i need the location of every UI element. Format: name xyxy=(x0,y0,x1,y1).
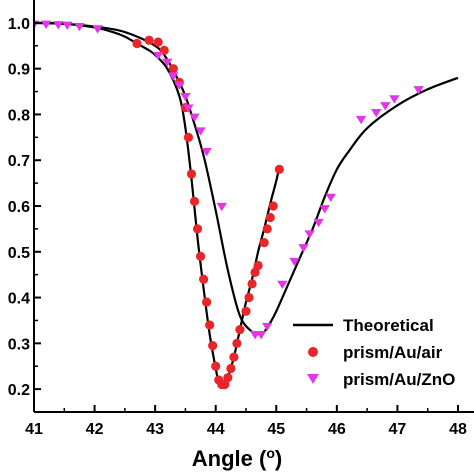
point-prism-au-air xyxy=(244,292,254,303)
point-prism-au-zno xyxy=(319,205,330,214)
y-tick-label: 0.5 xyxy=(8,245,30,262)
point-prism-au-zno xyxy=(413,86,424,95)
y-tick-label: 0.7 xyxy=(8,153,30,170)
point-prism-au-zno xyxy=(62,21,73,30)
x-tick-label: 46 xyxy=(328,421,346,438)
point-prism-au-zno xyxy=(389,95,400,104)
x-tick-label: 48 xyxy=(449,421,467,438)
point-prism-au-air xyxy=(208,341,218,351)
legend: Theoretical prism/Au/air prism/Au/ZnO xyxy=(293,316,455,389)
point-prism-au-air xyxy=(220,379,230,390)
point-prism-au-zno xyxy=(195,127,206,136)
point-prism-au-air xyxy=(265,212,275,223)
y-tick-label: 0.8 xyxy=(8,107,30,124)
point-prism-au-air xyxy=(250,267,260,277)
point-prism-au-air xyxy=(132,38,142,49)
y-ticks: 1.0 0.9 0.8 0.7 0.6 0.5 0.4 0.3 0.2 xyxy=(8,16,41,399)
point-prism-au-air xyxy=(229,352,239,362)
point-prism-au-zno xyxy=(216,202,227,212)
point-prism-au-zno xyxy=(53,21,64,30)
point-prism-au-air xyxy=(144,35,154,45)
legend-circle-symbol xyxy=(308,347,318,357)
legend-item-prism-au-air: prism/Au/air xyxy=(308,343,443,362)
point-prism-au-air xyxy=(259,238,269,248)
point-prism-au-air xyxy=(183,132,194,142)
point-prism-au-zno xyxy=(180,93,191,102)
point-prism-au-air xyxy=(274,164,284,174)
point-prism-au-air xyxy=(199,274,209,284)
point-prism-au-zno xyxy=(174,81,185,90)
y-tick-label: 1.0 xyxy=(8,16,30,33)
y-tick-label: 0.4 xyxy=(8,291,30,308)
point-prism-au-zno xyxy=(168,72,179,81)
point-prism-au-air xyxy=(253,260,263,271)
x-axis-title: Angle (o) xyxy=(192,445,282,471)
point-prism-au-air xyxy=(205,320,215,330)
point-prism-au-air xyxy=(262,224,272,234)
point-prism-au-zno xyxy=(277,280,288,290)
point-prism-au-zno xyxy=(40,20,52,30)
point-prism-au-zno xyxy=(183,104,194,113)
series-markers xyxy=(34,20,424,390)
point-prism-au-zno xyxy=(189,113,200,122)
point-prism-au-air xyxy=(168,64,178,74)
point-prism-au-zno xyxy=(371,109,382,118)
legend-triangle-symbol xyxy=(307,374,319,384)
x-tick-label: 42 xyxy=(86,421,104,438)
point-prism-au-air xyxy=(192,224,203,234)
point-prism-au-zno xyxy=(152,51,164,61)
point-prism-au-zno xyxy=(262,322,273,332)
y-tick-label: 0.9 xyxy=(8,62,30,79)
point-prism-au-zno xyxy=(74,22,85,32)
point-prism-au-air xyxy=(268,201,278,211)
point-prism-au-zno xyxy=(162,58,173,67)
point-prism-au-zno xyxy=(92,25,103,34)
point-prism-au-air xyxy=(211,361,221,371)
point-prism-au-air xyxy=(226,363,236,374)
y-tick-label: 0.3 xyxy=(8,336,30,353)
y-tick-label: 0.2 xyxy=(8,382,30,399)
legend-label-prism-au-air: prism/Au/air xyxy=(343,343,443,362)
point-prism-au-air xyxy=(241,306,251,316)
x-tick-label: 44 xyxy=(207,421,225,438)
point-prism-au-air xyxy=(232,338,242,348)
point-prism-au-zno xyxy=(298,244,309,253)
x-tick-label: 45 xyxy=(267,421,285,438)
x-tick-label: 43 xyxy=(146,421,164,438)
point-prism-au-zno xyxy=(325,193,336,203)
point-prism-au-air xyxy=(189,196,200,207)
point-prism-au-air xyxy=(195,251,206,261)
point-prism-au-zno xyxy=(289,257,300,267)
x-axis-title-close: ) xyxy=(275,446,282,471)
legend-item-theoretical: Theoretical xyxy=(293,316,434,335)
theoretical-curve xyxy=(34,21,459,336)
point-prism-au-air xyxy=(223,373,233,383)
legend-label-theoretical: Theoretical xyxy=(343,316,434,335)
point-prism-au-zno xyxy=(255,331,267,340)
point-prism-au-zno xyxy=(201,147,212,157)
x-axis-title-super: o xyxy=(266,445,275,461)
point-prism-au-air xyxy=(235,325,245,335)
point-prism-au-zno xyxy=(304,230,315,239)
x-ticks: 41 42 43 44 45 46 47 48 xyxy=(25,405,467,438)
y-tick-label: 0.6 xyxy=(8,199,30,216)
point-prism-au-zno xyxy=(313,218,324,228)
legend-item-prism-au-zno: prism/Au/ZnO xyxy=(307,370,455,389)
point-prism-au-zno xyxy=(355,115,367,125)
point-prism-au-air xyxy=(202,297,212,307)
point-prism-au-air xyxy=(247,279,257,289)
point-prism-au-air xyxy=(153,37,163,47)
point-prism-au-air xyxy=(186,169,197,179)
x-tick-label: 47 xyxy=(389,421,407,438)
legend-label-prism-au-zno: prism/Au/ZnO xyxy=(343,370,455,389)
point-prism-au-zno xyxy=(380,102,391,111)
x-tick-label: 41 xyxy=(25,421,43,438)
x-axis-title-main: Angle ( xyxy=(192,446,267,471)
